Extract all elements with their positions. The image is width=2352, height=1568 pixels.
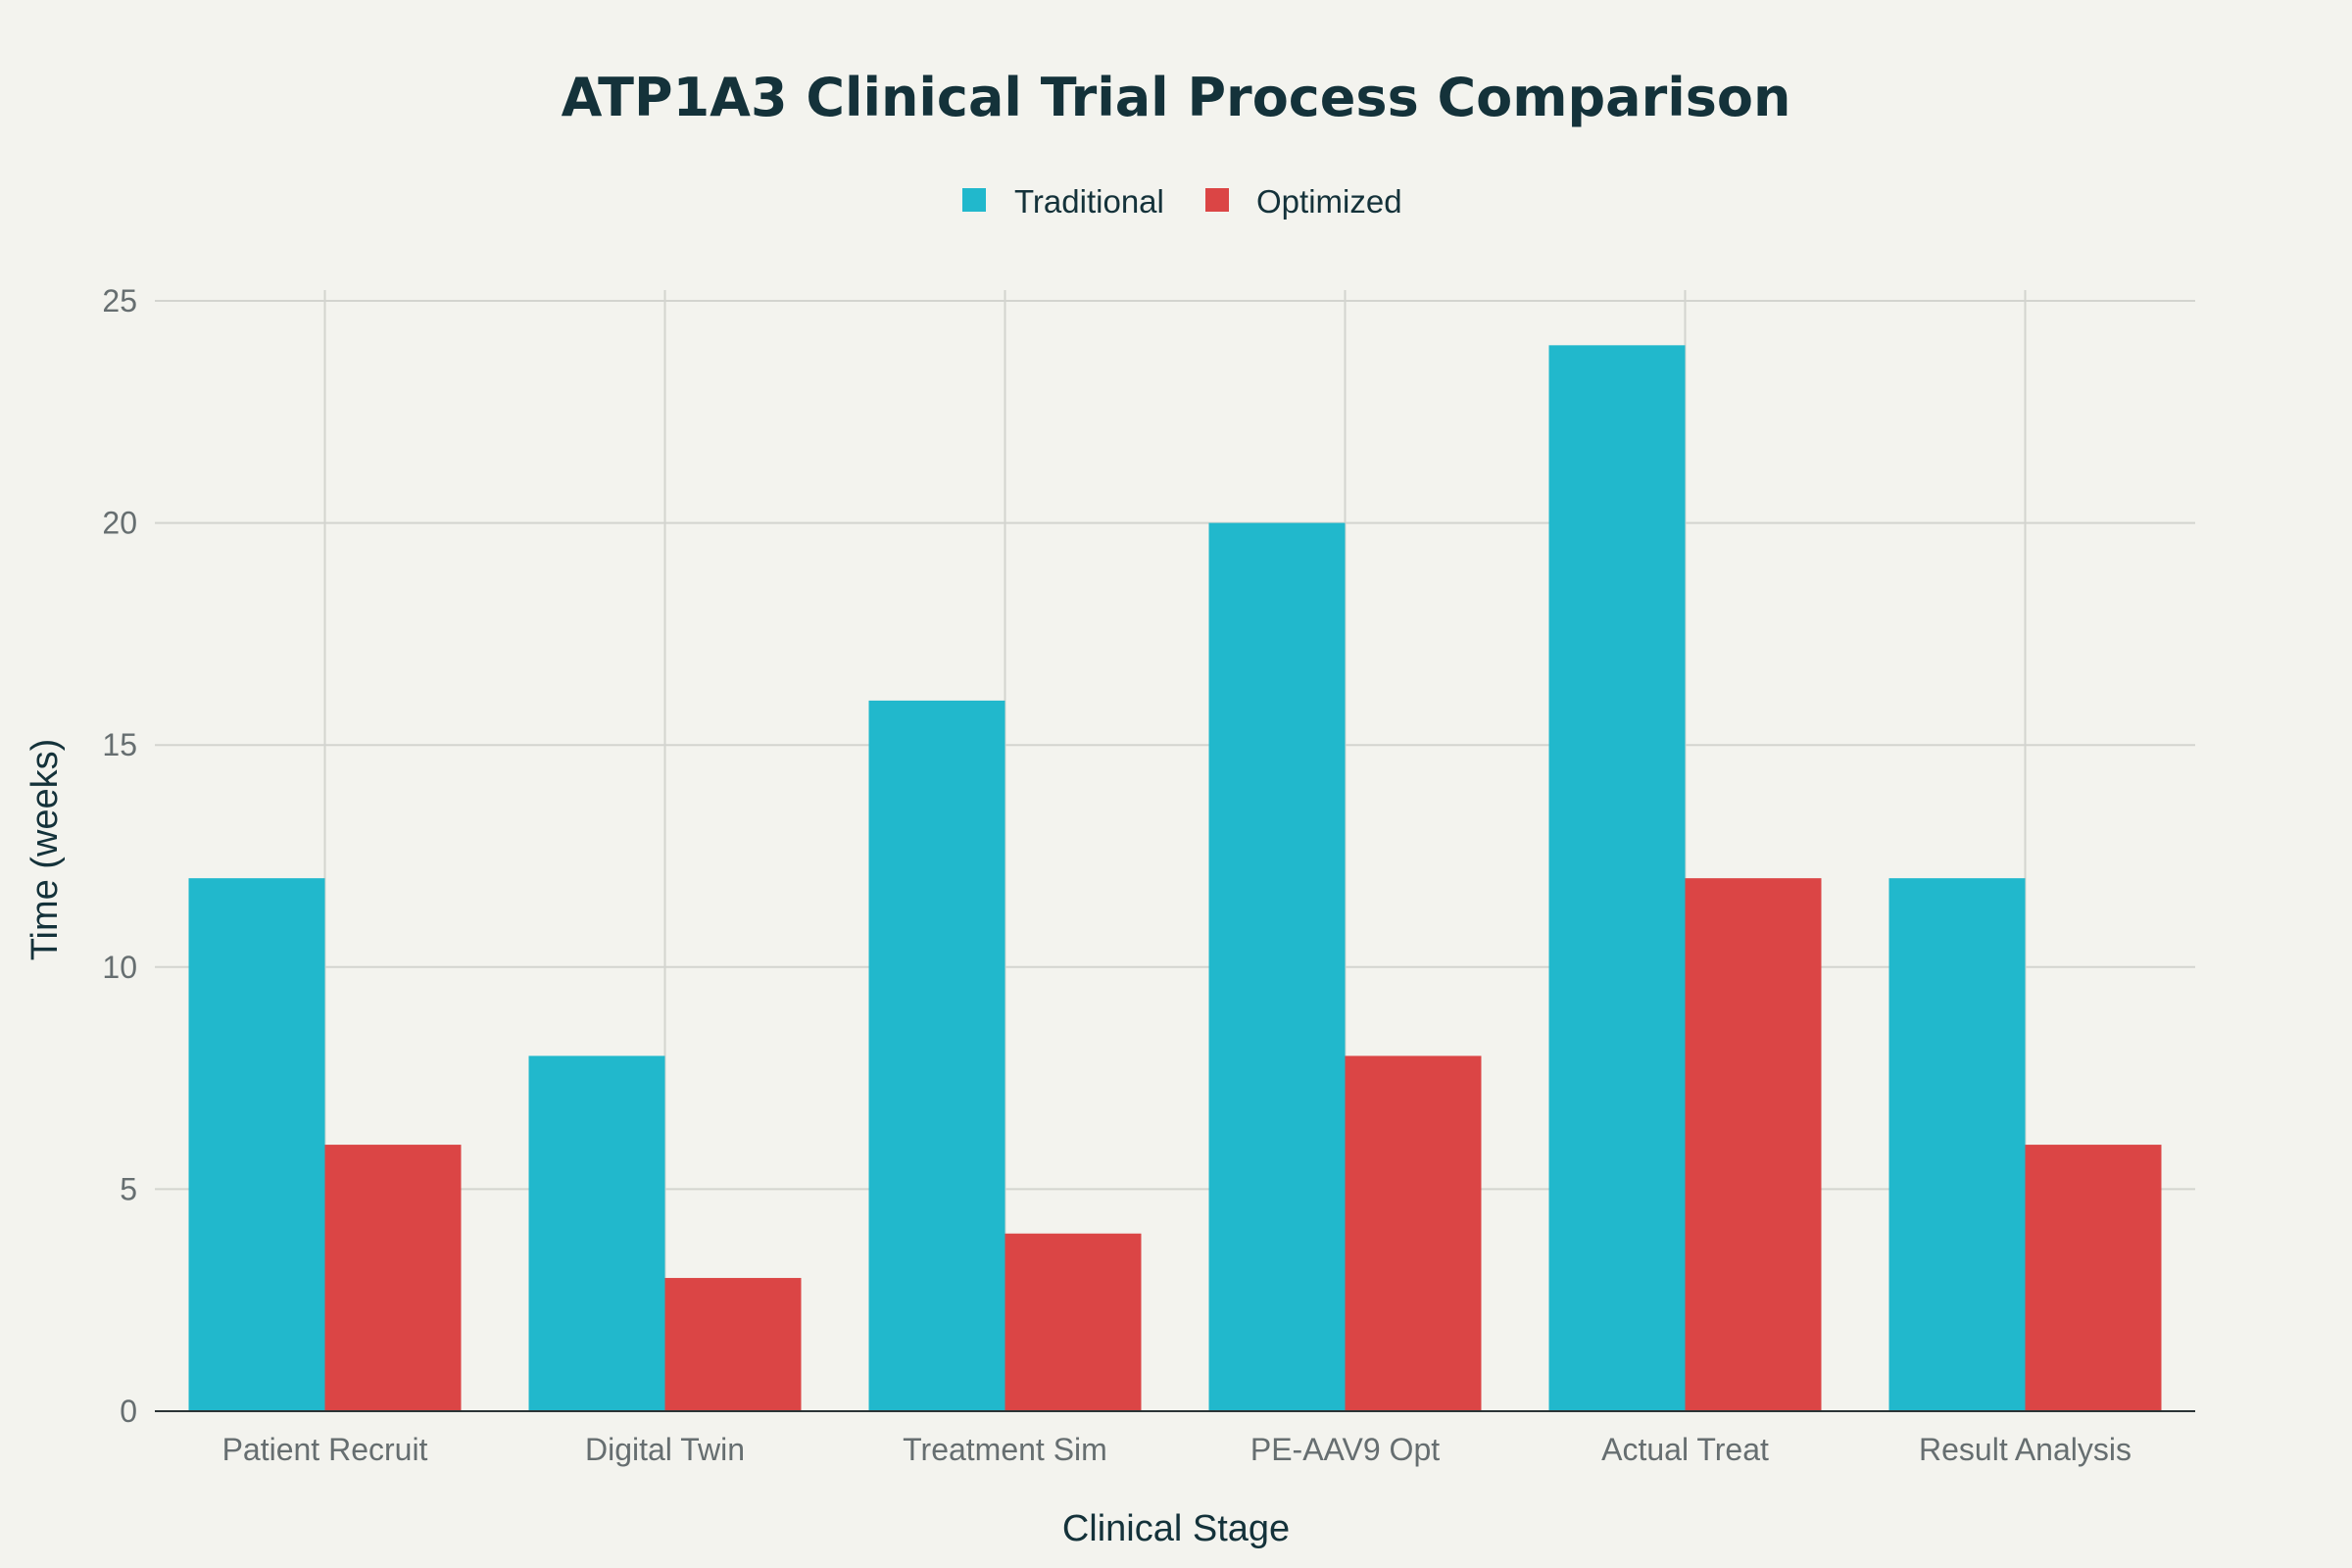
legend-swatch-traditional: [962, 188, 986, 212]
bar-traditional-patient-recruit: [188, 878, 325, 1411]
y-tick-label: 5: [120, 1171, 137, 1206]
bar-optimized-actual-treat: [1685, 878, 1822, 1411]
y-tick-label: 15: [102, 727, 137, 762]
bar-optimized-treatment-sim: [1004, 1233, 1142, 1411]
y-tick-labels: 0 5 10 15 20 25: [102, 283, 137, 1429]
x-axis-title: Clinical Stage: [1062, 1508, 1290, 1549]
bar-traditional-result-analysis: [1888, 878, 2026, 1411]
bar-traditional-digital-twin: [528, 1055, 665, 1411]
bar-optimized-result-analysis: [2025, 1145, 2162, 1411]
bar-traditional-actual-treat: [1548, 345, 1686, 1411]
bar-optimized-pe-aav9-opt: [1345, 1055, 1482, 1411]
legend-label-optimized: Optimized: [1256, 183, 1402, 220]
x-tick-label: PE-AAV9 Opt: [1250, 1432, 1440, 1467]
legend: Traditional Optimized: [962, 183, 1402, 220]
bar-optimized-digital-twin: [664, 1278, 802, 1411]
y-tick-label: 20: [102, 506, 137, 541]
x-tick-label: Patient Recruit: [222, 1432, 428, 1467]
y-tick-label: 25: [102, 283, 137, 318]
legend-label-traditional: Traditional: [1014, 183, 1164, 220]
x-tick-label: Actual Treat: [1601, 1432, 1769, 1467]
y-tick-label: 0: [120, 1394, 137, 1429]
bar-optimized-patient-recruit: [324, 1145, 462, 1411]
y-axis-title: Time (weeks): [24, 739, 66, 961]
legend-swatch-optimized: [1205, 188, 1229, 212]
x-tick-labels: Patient Recruit Digital Twin Treatment Sim…: [222, 1432, 2132, 1467]
x-tick-label: Result Analysis: [1919, 1432, 2132, 1467]
bar-traditional-treatment-sim: [868, 700, 1005, 1411]
bars: [188, 345, 2162, 1411]
chart-title: ATP1A3 Clinical Trial Process Comparison: [562, 67, 1791, 128]
x-tick-label: Digital Twin: [585, 1432, 745, 1467]
x-tick-label: Treatment Sim: [903, 1432, 1107, 1467]
y-tick-label: 10: [102, 950, 137, 985]
bar-traditional-pe-aav9-opt: [1208, 522, 1346, 1411]
